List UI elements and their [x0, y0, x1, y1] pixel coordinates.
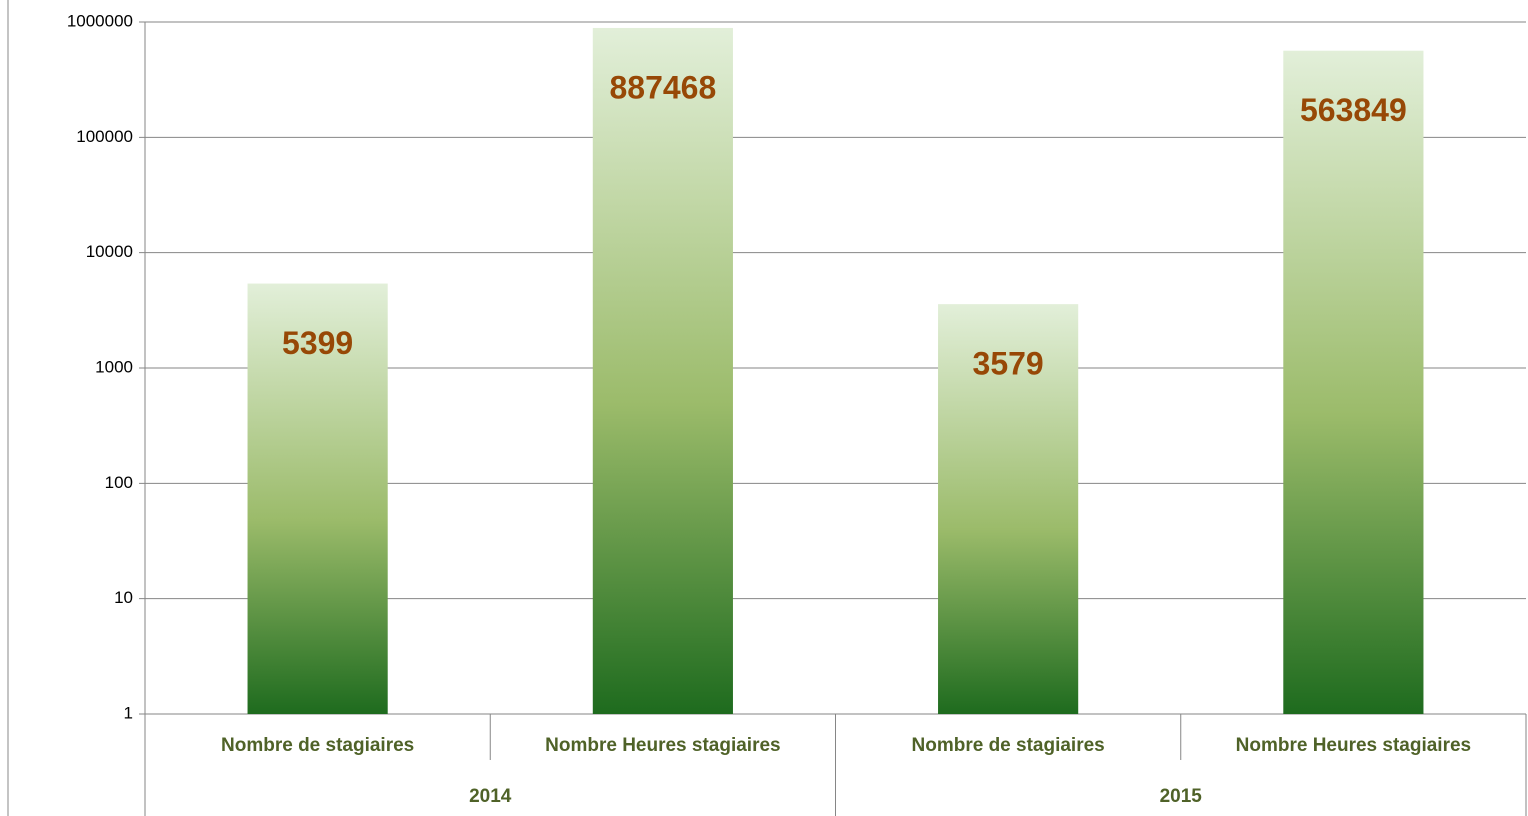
y-tick-label: 100000 — [76, 127, 133, 146]
y-tick-label: 100 — [105, 473, 133, 492]
group-label: 2015 — [1160, 786, 1203, 807]
bar — [247, 283, 388, 714]
x-tick-label: Nombre Heures stagiaires — [545, 735, 781, 756]
y-tick-label: 1 — [124, 703, 133, 722]
y-tick-label: 1000000 — [67, 11, 133, 30]
value-label: 563849 — [1300, 92, 1407, 128]
bar — [592, 27, 733, 714]
x-tick-label: Nombre Heures stagiaires — [1236, 735, 1472, 756]
x-tick-label: Nombre de stagiaires — [912, 735, 1105, 756]
value-label: 3579 — [973, 346, 1044, 382]
bar — [1283, 50, 1424, 715]
y-tick-label: 1000 — [95, 357, 133, 376]
group-label: 2014 — [469, 786, 512, 807]
value-label: 887468 — [609, 69, 716, 105]
bar — [938, 304, 1079, 714]
y-tick-label: 10 — [114, 588, 133, 607]
value-label: 5399 — [282, 325, 353, 361]
y-tick-label: 10000 — [86, 242, 133, 261]
x-tick-label: Nombre de stagiaires — [221, 735, 414, 756]
